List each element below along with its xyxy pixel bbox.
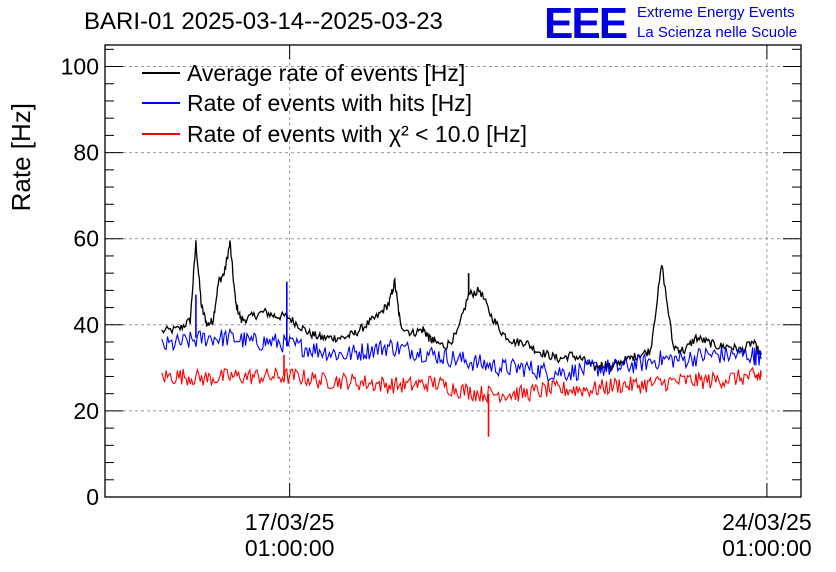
y-tick-label: 0 xyxy=(86,484,99,510)
y-tick-label: 20 xyxy=(73,398,99,424)
legend-entry-2: Rate of events with χ² < 10.0 [Hz] xyxy=(187,121,527,147)
x-tick-date-label: 17/03/25 xyxy=(245,509,335,535)
series-line-0 xyxy=(161,240,762,373)
eee-logo: EEE xyxy=(544,0,628,48)
y-tick-label: 100 xyxy=(61,54,99,80)
series-lines xyxy=(161,240,762,437)
x-tick-time-label: 01:00:00 xyxy=(245,535,335,561)
y-tick-label: 60 xyxy=(73,226,99,252)
legend-entry-0: Average rate of events [Hz] xyxy=(187,60,465,86)
grid-lines xyxy=(105,45,801,497)
y-axis-label: Rate [Hz] xyxy=(6,103,36,211)
legend: Average rate of events [Hz] Rate of event… xyxy=(142,60,527,147)
y-axis: 0 20 40 60 80 100 xyxy=(61,48,801,510)
series-line-1 xyxy=(161,327,762,383)
x-tick-time-label: 01:00:00 xyxy=(722,535,812,561)
y-tick-label: 40 xyxy=(73,312,99,338)
logo-line-2: La Scienza nelle Scuole xyxy=(637,24,798,41)
series-line-2 xyxy=(161,366,762,404)
plot-frame xyxy=(104,44,802,498)
plot-border xyxy=(104,44,802,498)
legend-entry-1: Rate of events with hits [Hz] xyxy=(187,90,472,116)
x-tick-date-label: 24/03/25 xyxy=(722,509,812,535)
logo-line-1: Extreme Energy Events xyxy=(637,4,795,21)
chart-title: BARI-01 2025-03-14--2025-03-23 xyxy=(84,8,443,35)
y-tick-label: 80 xyxy=(73,140,99,166)
